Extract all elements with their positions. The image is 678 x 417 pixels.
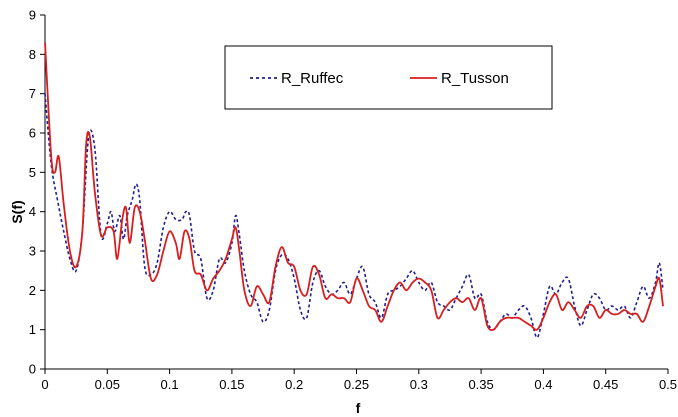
y-tick-label: 4 (29, 204, 36, 219)
legend-label-r-ruffec: R_Ruffec (281, 70, 344, 87)
legend: R_Ruffec R_Tusson (224, 45, 553, 110)
x-tick-label: 0.5 (659, 377, 677, 392)
y-tick-label: 9 (29, 8, 36, 23)
y-tick-label: 1 (29, 322, 36, 337)
x-tick-label: 0.3 (410, 377, 428, 392)
x-tick-label: 0.4 (534, 377, 552, 392)
x-tick-label: 0.15 (219, 377, 244, 392)
y-tick-label: 6 (29, 126, 36, 141)
x-tick-label: 0.45 (593, 377, 618, 392)
y-tick-label: 2 (29, 283, 36, 298)
x-tick-label: 0.05 (95, 377, 120, 392)
y-tick-label: 3 (29, 244, 36, 259)
y-tick-label: 5 (29, 165, 36, 180)
y-axis-title: S(f) (9, 200, 25, 223)
series-layer (44, 42, 664, 339)
x-axis-title: f (356, 400, 361, 416)
legend-box (224, 45, 553, 110)
y-tick-label: 8 (29, 47, 36, 62)
x-tick-label: 0 (41, 377, 48, 392)
y-tick-label: 7 (29, 86, 36, 101)
axes: 0 1 2 3 4 5 6 7 8 9 0 0.05 0.1 0.15 0.2 0.25 0.3 0.35 0.4 0… (29, 8, 677, 393)
x-tick-label: 0.1 (161, 377, 179, 392)
series-line-r-ruffec (44, 93, 664, 339)
x-tick-label: 0.2 (285, 377, 303, 392)
legend-label-r-tusson: R_Tusson (441, 70, 509, 87)
x-tick-label: 0.25 (344, 377, 369, 392)
y-tick-label: 0 (29, 362, 36, 377)
series-line-r-tusson (44, 42, 664, 331)
x-tick-label: 0.35 (468, 377, 493, 392)
